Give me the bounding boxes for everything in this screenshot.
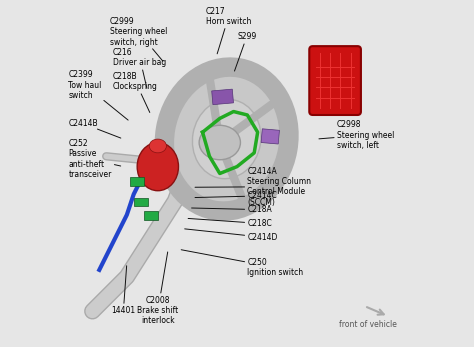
Text: C252
Passive
anti-theft
transceiver: C252 Passive anti-theft transceiver	[68, 139, 121, 179]
FancyBboxPatch shape	[65, 1, 409, 346]
Text: 14401: 14401	[111, 266, 136, 315]
Text: C218B
Clockspring: C218B Clockspring	[113, 72, 158, 112]
Ellipse shape	[199, 125, 240, 160]
Text: C2008
Brake shift
interlock: C2008 Brake shift interlock	[137, 252, 178, 325]
Text: C2414A
Steering Column
Control Module
(SCCM): C2414A Steering Column Control Module (S…	[195, 167, 311, 207]
Ellipse shape	[164, 67, 289, 211]
FancyBboxPatch shape	[310, 46, 361, 115]
Bar	[144, 211, 158, 220]
Text: C2414C: C2414C	[195, 192, 277, 200]
Bar	[130, 177, 144, 186]
Text: C2998
Steering wheel
switch, left: C2998 Steering wheel switch, left	[319, 120, 394, 150]
Text: C250
Ignition switch: C250 Ignition switch	[181, 250, 303, 277]
Text: C2414D: C2414D	[185, 229, 278, 242]
Text: C2999
Steering wheel
switch, right: C2999 Steering wheel switch, right	[109, 17, 167, 61]
Bar	[134, 197, 147, 206]
Bar	[261, 129, 280, 144]
Text: C218C: C218C	[188, 219, 272, 228]
Text: C2414B: C2414B	[68, 119, 121, 138]
Ellipse shape	[137, 143, 179, 191]
Text: C217
Horn switch: C217 Horn switch	[206, 7, 251, 54]
Bar	[212, 89, 234, 105]
Text: C2399
Tow haul
switch: C2399 Tow haul switch	[68, 70, 128, 120]
Ellipse shape	[149, 139, 166, 153]
Ellipse shape	[192, 100, 261, 179]
Text: C218A: C218A	[191, 205, 272, 214]
Text: C216
Driver air bag: C216 Driver air bag	[113, 48, 166, 88]
Text: front of vehicle: front of vehicle	[339, 320, 397, 329]
Text: S299: S299	[235, 32, 256, 71]
